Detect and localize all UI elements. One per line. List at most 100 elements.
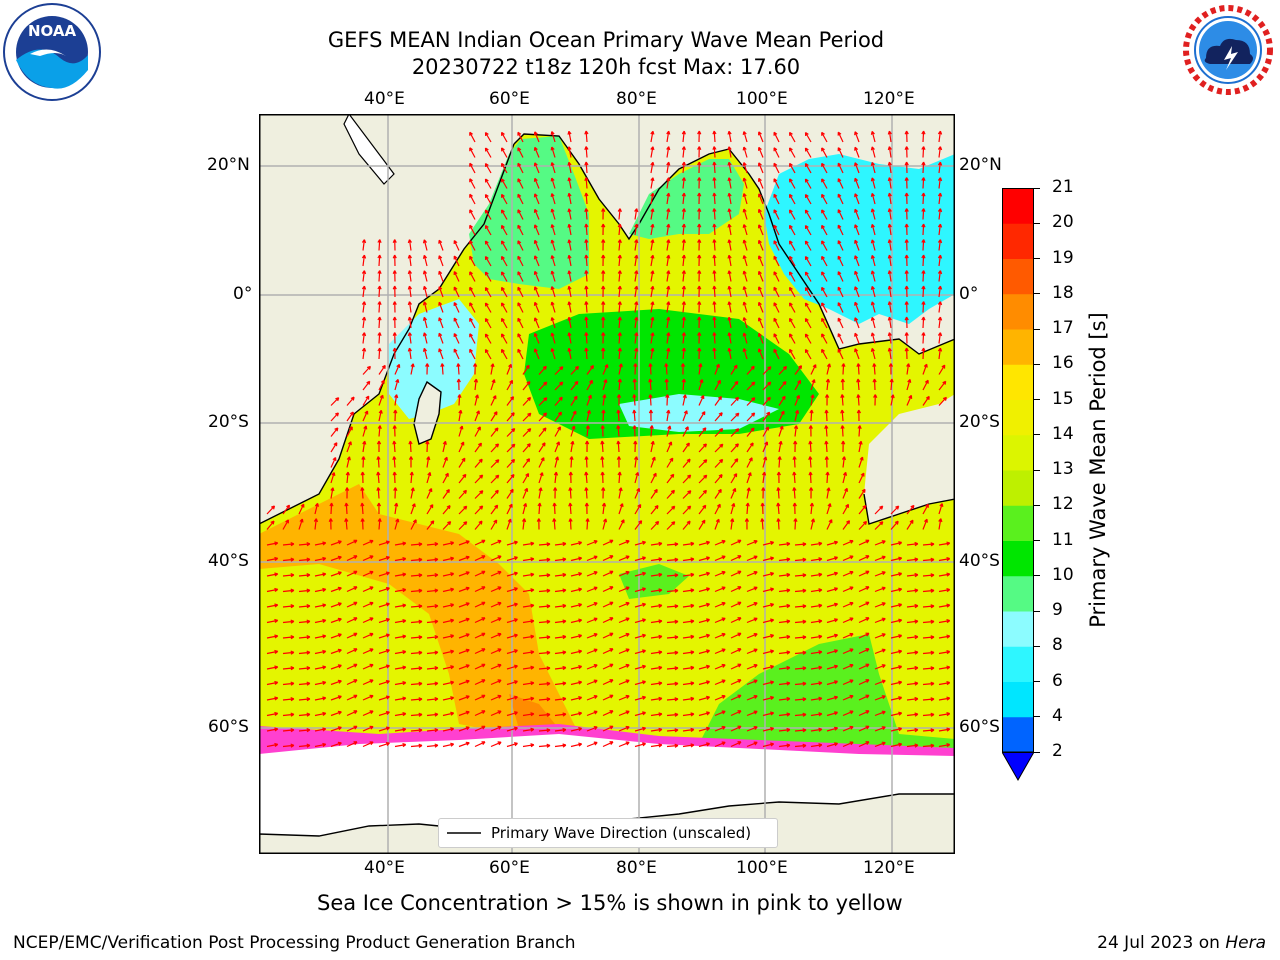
wave-arrow bbox=[426, 681, 439, 686]
colorbar-title: Primary Wave Mean Period [s] bbox=[1086, 312, 1110, 628]
wave-arrow bbox=[298, 588, 311, 593]
wave-arrow bbox=[282, 666, 295, 671]
wave-arrow bbox=[410, 503, 416, 515]
wave-arrow bbox=[904, 301, 909, 313]
wave-arrow bbox=[906, 727, 919, 733]
wave-arrow bbox=[808, 471, 813, 484]
wave-arrow bbox=[938, 396, 947, 406]
wave-arrow bbox=[742, 286, 748, 298]
wave-arrow bbox=[634, 208, 639, 220]
wave-arrow bbox=[666, 425, 672, 437]
wave-arrow bbox=[344, 487, 350, 499]
wave-arrow bbox=[666, 743, 679, 748]
wave-arrow bbox=[789, 162, 796, 174]
lon-label-top-40e: 40°E bbox=[364, 89, 405, 109]
wave-arrow bbox=[617, 223, 622, 236]
wave-arrow bbox=[746, 679, 758, 686]
wave-arrow bbox=[617, 208, 622, 220]
wave-arrow bbox=[484, 317, 492, 329]
wave-arrow bbox=[616, 440, 621, 453]
wave-arrow bbox=[789, 193, 796, 205]
wave-arrow bbox=[634, 285, 639, 298]
wave-arrow bbox=[650, 146, 655, 158]
wave-arrow bbox=[789, 271, 796, 282]
wave-arrow bbox=[874, 571, 886, 577]
wave-arrow bbox=[422, 347, 428, 360]
wave-arrow bbox=[346, 570, 358, 577]
wave-arrow bbox=[762, 540, 775, 546]
wave-arrow bbox=[484, 209, 492, 220]
wave-arrow bbox=[362, 555, 374, 562]
colorbar-tick bbox=[1034, 681, 1040, 682]
wave-arrow bbox=[826, 664, 839, 670]
wave-arrow bbox=[378, 409, 383, 422]
wave-arrow bbox=[906, 650, 919, 655]
wave-arrow bbox=[825, 378, 831, 391]
wave-arrow bbox=[601, 347, 606, 360]
lat-label-left-40s: 40°S bbox=[208, 551, 249, 571]
wave-arrow bbox=[746, 427, 755, 437]
wave-arrow bbox=[330, 457, 337, 468]
wave-arrow bbox=[586, 679, 598, 686]
wave-arrow bbox=[794, 728, 807, 733]
wave-arrow bbox=[552, 502, 557, 515]
wave-arrow bbox=[517, 209, 524, 220]
wave-arrow bbox=[698, 519, 706, 530]
wave-arrow bbox=[762, 366, 772, 375]
wave-arrow bbox=[298, 712, 311, 717]
wave-arrow bbox=[490, 648, 502, 655]
wave-arrow bbox=[362, 586, 374, 593]
wave-arrow bbox=[870, 239, 876, 251]
wave-arrow bbox=[810, 634, 823, 639]
wave-arrow bbox=[570, 380, 579, 391]
wave-arrow bbox=[602, 741, 614, 748]
wave-arrow bbox=[330, 586, 342, 593]
wave-arrow bbox=[821, 147, 828, 158]
wave-arrow bbox=[442, 472, 449, 484]
wave-arrow bbox=[874, 505, 884, 515]
wave-arrow bbox=[870, 255, 876, 267]
wave-arrow bbox=[904, 192, 909, 205]
wave-arrow bbox=[681, 161, 686, 174]
wave-arrow bbox=[394, 681, 407, 686]
wave-arrow bbox=[601, 208, 606, 220]
wave-arrow bbox=[666, 441, 673, 453]
wave-arrow bbox=[697, 146, 702, 158]
colorbar-band bbox=[1002, 611, 1034, 647]
wave-arrow bbox=[600, 440, 605, 453]
wave-arrow bbox=[634, 587, 646, 593]
wave-arrow bbox=[634, 726, 646, 732]
wave-arrow bbox=[266, 556, 279, 562]
wave-arrow bbox=[727, 208, 732, 220]
wave-arrow bbox=[681, 146, 686, 158]
wave-arrow bbox=[584, 192, 589, 205]
wave-arrow bbox=[328, 518, 333, 530]
colorbar-band bbox=[1002, 329, 1034, 365]
wave-arrow bbox=[804, 271, 812, 282]
wave-arrow bbox=[858, 710, 870, 717]
wave-arrow bbox=[501, 302, 508, 313]
wave-arrow bbox=[758, 131, 764, 143]
wave-arrow bbox=[778, 440, 783, 453]
colorbar-tick-label: 9 bbox=[1052, 600, 1063, 620]
wave-arrow bbox=[789, 147, 796, 158]
wave-arrow bbox=[742, 162, 748, 174]
wave-arrow bbox=[550, 317, 556, 329]
wave-arrow bbox=[793, 425, 799, 437]
wave-arrow bbox=[887, 223, 892, 236]
wave-arrow bbox=[570, 727, 583, 732]
wave-arrow bbox=[360, 471, 365, 484]
wave-arrow bbox=[346, 411, 354, 422]
wave-arrow bbox=[314, 556, 327, 562]
wave-arrow bbox=[874, 695, 886, 701]
wave-arrow bbox=[746, 586, 758, 593]
wave-arrow bbox=[837, 302, 844, 313]
wave-arrow bbox=[314, 727, 327, 732]
wave-arrow bbox=[682, 541, 695, 546]
wave-arrow bbox=[887, 161, 892, 174]
wave-arrow bbox=[490, 663, 502, 670]
wave-arrow bbox=[921, 301, 926, 313]
wave-arrow bbox=[821, 286, 828, 298]
wave-arrow bbox=[393, 487, 398, 499]
wave-arrow bbox=[937, 192, 943, 205]
